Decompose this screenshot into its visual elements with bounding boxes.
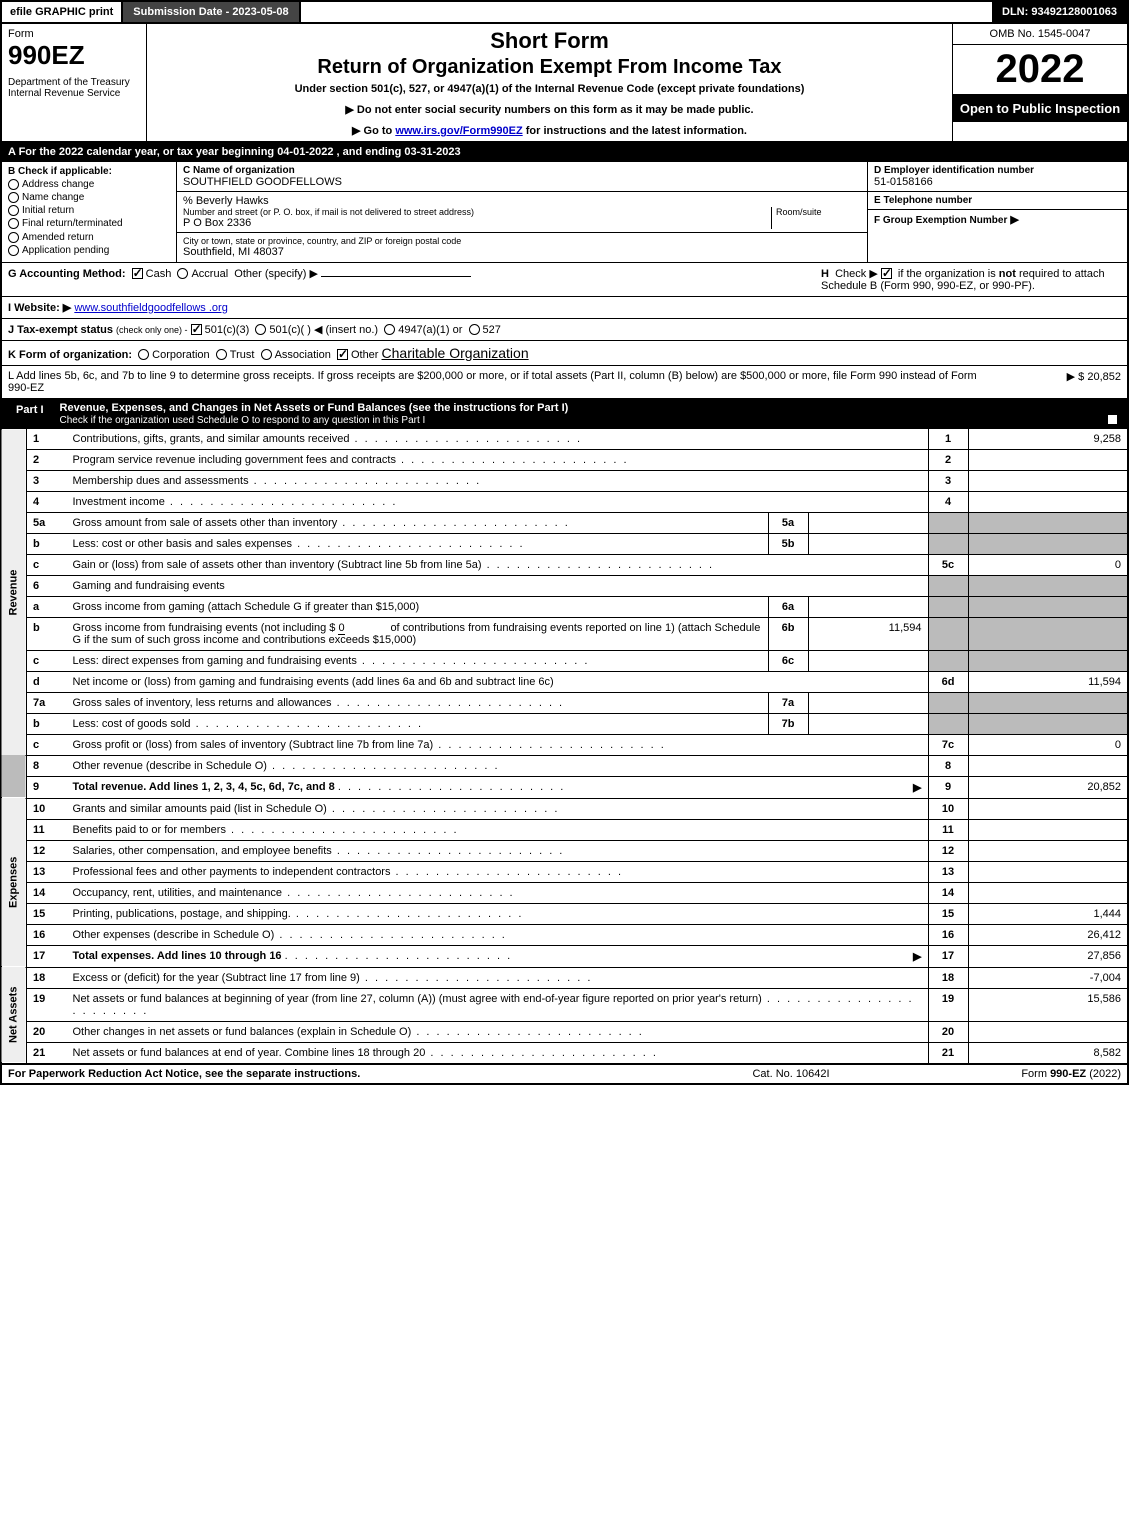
submission-date: Submission Date - 2023-05-08 (121, 2, 300, 22)
chk-accrual[interactable] (177, 268, 188, 279)
chk-association[interactable] (261, 349, 272, 360)
footer-notice: For Paperwork Reduction Act Notice, see … (8, 1068, 641, 1080)
tax-year: 2022 (953, 45, 1127, 94)
other-specify-line (321, 276, 471, 277)
d-label: D Employer identification number (874, 165, 1121, 176)
room-label: Room/suite (776, 207, 861, 217)
dln-label: DLN: 93492128001063 (992, 2, 1127, 22)
e-box: E Telephone number (868, 192, 1127, 210)
chk-amended-return[interactable]: Amended return (8, 232, 170, 243)
org-name: SOUTHFIELD GOODFELLOWS (183, 176, 861, 188)
header-right: OMB No. 1545-0047 2022 Open to Public In… (952, 24, 1127, 141)
dept-label: Department of the Treasury Internal Reve… (8, 77, 140, 99)
efile-label: efile GRAPHIC print (2, 2, 121, 22)
short-form-title: Short Form (151, 28, 948, 54)
b-label: B Check if applicable: (8, 166, 170, 177)
c-street-label: Number and street (or P. O. box, if mail… (183, 207, 771, 217)
line-i: I Website: ▶ www.southfieldgoodfellows .… (0, 297, 1129, 319)
l1-desc: Contributions, gifts, grants, and simila… (67, 429, 929, 450)
d-box: D Employer identification number 51-0158… (868, 162, 1127, 192)
form-number: 990EZ (8, 40, 140, 71)
revenue-table: Revenue 1 Contributions, gifts, grants, … (0, 429, 1129, 1064)
chk-trust[interactable] (216, 349, 227, 360)
form-title: Return of Organization Exempt From Incom… (151, 56, 948, 79)
g-label: G Accounting Method: (8, 268, 126, 280)
note2-pre: ▶ Go to (352, 125, 395, 137)
l-text: L Add lines 5b, 6c, and 7b to line 9 to … (8, 370, 1001, 394)
line-k: K Form of organization: Corporation Trus… (0, 341, 1129, 366)
chk-other-org[interactable] (337, 349, 348, 360)
chk-schedule-b[interactable] (881, 268, 892, 279)
l1-ln: 1 (928, 429, 968, 450)
col-b: B Check if applicable: Address change Na… (2, 162, 177, 262)
j-label: J Tax-exempt status (8, 324, 113, 336)
website-link[interactable]: www.southfieldgoodfellows .org (74, 302, 227, 314)
footer-form: Form 990-EZ (2022) (941, 1068, 1121, 1080)
form-header: Form 990EZ Department of the Treasury In… (0, 24, 1129, 143)
c-name-label: C Name of organization (183, 165, 861, 176)
chk-address-change[interactable]: Address change (8, 179, 170, 190)
header-center: Short Form Return of Organization Exempt… (147, 24, 952, 141)
side-revenue: Revenue (1, 429, 27, 756)
h-label: H (821, 268, 829, 280)
chk-application-pending[interactable]: Application pending (8, 245, 170, 256)
c-pct: % Beverly Hawks (183, 195, 861, 207)
street-address: P O Box 2336 (183, 217, 771, 229)
c-name-box: C Name of organization SOUTHFIELD GOODFE… (177, 162, 867, 192)
i-label: I Website: ▶ (8, 302, 71, 314)
e-label: E Telephone number (874, 195, 1121, 206)
form-subtitle: Under section 501(c), 527, or 4947(a)(1)… (151, 83, 948, 95)
line-h: H Check ▶ if the organization is not req… (821, 267, 1121, 292)
side-expenses: Expenses (1, 798, 27, 967)
side-net-assets: Net Assets (1, 967, 27, 1063)
line-l: L Add lines 5b, 6c, and 7b to line 9 to … (0, 366, 1129, 399)
form-note-1: ▶ Do not enter social security numbers o… (151, 103, 948, 116)
c-city-box: City or town, state or province, country… (177, 233, 867, 261)
irs-link[interactable]: www.irs.gov/Form990EZ (395, 125, 522, 137)
part-1-title: Revenue, Expenses, and Changes in Net As… (60, 402, 1121, 426)
chk-name-change[interactable]: Name change (8, 192, 170, 203)
top-bar: efile GRAPHIC print Submission Date - 20… (0, 0, 1129, 24)
note2-post: for instructions and the latest informat… (523, 125, 747, 137)
chk-4947[interactable] (384, 324, 395, 335)
footer-catno: Cat. No. 10642I (641, 1068, 941, 1080)
city-state-zip: Southfield, MI 48037 (183, 246, 861, 258)
l1-num: 1 (27, 429, 67, 450)
c-street-box: % Beverly Hawks Number and street (or P.… (177, 192, 867, 233)
chk-final-return[interactable]: Final return/terminated (8, 218, 170, 229)
section-bcdef: B Check if applicable: Address change Na… (0, 162, 1129, 263)
col-def: D Employer identification number 51-0158… (867, 162, 1127, 262)
f-label: F Group Exemption Number (874, 215, 1007, 226)
chk-schedule-o[interactable] (1107, 414, 1118, 425)
omb-number: OMB No. 1545-0047 (953, 24, 1127, 45)
chk-cash[interactable] (132, 268, 143, 279)
form-note-2: ▶ Go to www.irs.gov/Form990EZ for instru… (151, 124, 948, 137)
line-a: A For the 2022 calendar year, or tax yea… (0, 143, 1129, 162)
line-g: G Accounting Method: Cash Accrual Other … (8, 267, 821, 292)
header-left: Form 990EZ Department of the Treasury In… (2, 24, 147, 141)
l1-val: 9,258 (968, 429, 1128, 450)
j-note: (check only one) - (116, 325, 188, 335)
line-j: J Tax-exempt status (check only one) - 5… (0, 319, 1129, 341)
f-box: F Group Exemption Number ▶ (868, 210, 1127, 229)
part-1-header: Part I Revenue, Expenses, and Changes in… (0, 399, 1129, 429)
f-arrow: ▶ (1010, 214, 1018, 226)
chk-501c3[interactable] (191, 324, 202, 335)
chk-501c-other[interactable] (255, 324, 266, 335)
l-amount: ▶ $ 20,852 (1001, 370, 1121, 394)
c-city-label: City or town, state or province, country… (183, 236, 861, 246)
chk-527[interactable] (469, 324, 480, 335)
k-label: K Form of organization: (8, 349, 132, 361)
open-to-public: Open to Public Inspection (953, 94, 1127, 122)
chk-initial-return[interactable]: Initial return (8, 205, 170, 216)
footer: For Paperwork Reduction Act Notice, see … (0, 1064, 1129, 1085)
part-1-label: Part I (8, 402, 52, 426)
other-org-val: Charitable Organization (382, 345, 529, 361)
form-word: Form (8, 28, 140, 40)
col-c: C Name of organization SOUTHFIELD GOODFE… (177, 162, 867, 262)
ein-value: 51-0158166 (874, 176, 1121, 188)
chk-corporation[interactable] (138, 349, 149, 360)
line-g-h: G Accounting Method: Cash Accrual Other … (0, 263, 1129, 297)
h-text: Check ▶ if the organization is not requi… (821, 268, 1105, 292)
